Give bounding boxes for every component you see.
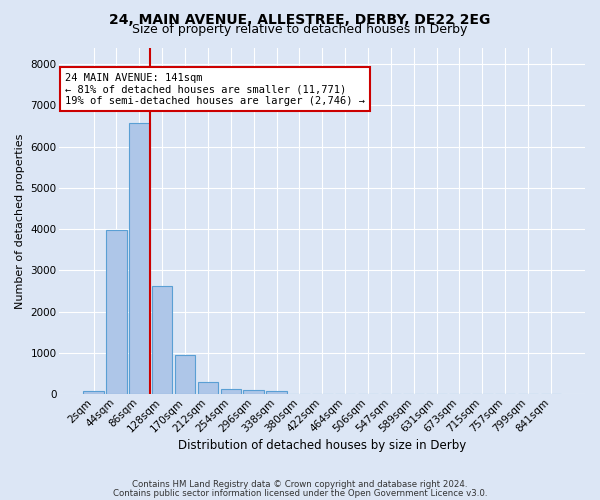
Text: Contains public sector information licensed under the Open Government Licence v3: Contains public sector information licen… [113,488,487,498]
Bar [266,391,287,394]
Y-axis label: Number of detached properties: Number of detached properties [15,133,25,308]
Bar [83,391,104,394]
Bar [129,122,149,394]
Bar [244,390,264,394]
Bar [197,382,218,394]
Bar [106,230,127,394]
X-axis label: Distribution of detached houses by size in Derby: Distribution of detached houses by size … [178,440,466,452]
Text: Contains HM Land Registry data © Crown copyright and database right 2024.: Contains HM Land Registry data © Crown c… [132,480,468,489]
Text: Size of property relative to detached houses in Derby: Size of property relative to detached ho… [133,22,467,36]
Bar [152,286,172,395]
Text: 24 MAIN AVENUE: 141sqm
← 81% of detached houses are smaller (11,771)
19% of semi: 24 MAIN AVENUE: 141sqm ← 81% of detached… [65,72,365,106]
Text: 24, MAIN AVENUE, ALLESTREE, DERBY, DE22 2EG: 24, MAIN AVENUE, ALLESTREE, DERBY, DE22 … [109,12,491,26]
Bar [175,355,196,395]
Bar [221,388,241,394]
